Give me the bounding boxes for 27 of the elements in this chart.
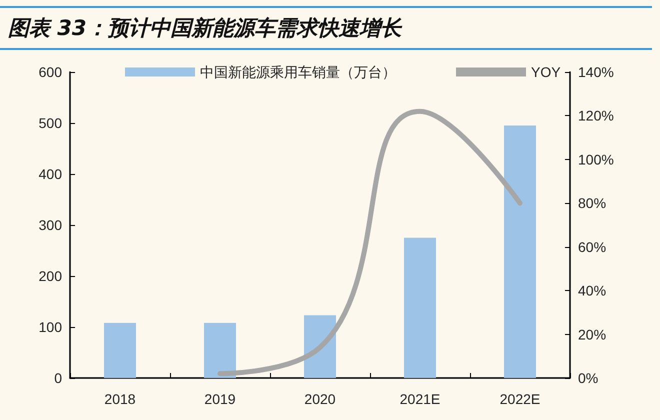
y2-tick-label: 120%	[578, 108, 614, 124]
y-tick-label: 100	[38, 319, 62, 335]
y2-tick-label: 40%	[578, 282, 606, 299]
y-tick-label: 400	[38, 166, 62, 182]
x-tick-label: 2019	[204, 391, 236, 407]
y2-tick-label: 20%	[578, 326, 606, 342]
x-tick-label: 2021E	[400, 391, 440, 407]
bar	[104, 322, 136, 378]
legend-label: 中国新能源乘用车销量（万台）	[200, 64, 396, 80]
bar	[204, 322, 236, 378]
y-tick-label: 0	[54, 370, 62, 386]
y2-tick-label: 100%	[578, 151, 614, 168]
y-tick-label: 300	[38, 217, 62, 233]
x-tick-label: 2018	[104, 391, 136, 407]
chart-title: 图表 33：预计中国新能源车需求快速增长	[0, 6, 652, 50]
y2-tick-label: 140%	[578, 64, 614, 80]
y-tick-label: 500	[38, 115, 62, 131]
y2-tick-label: 60%	[578, 238, 606, 255]
y2-tick-label: 80%	[578, 195, 606, 212]
bar	[404, 238, 436, 378]
legend-label: YOY	[531, 64, 562, 80]
bar	[504, 126, 536, 378]
x-tick-label: 2022E	[500, 391, 540, 407]
y-tick-label: 200	[38, 268, 62, 284]
y2-tick-label: 0%	[578, 370, 598, 386]
y-tick-label: 600	[38, 64, 62, 80]
x-tick-label: 2020	[304, 391, 336, 407]
